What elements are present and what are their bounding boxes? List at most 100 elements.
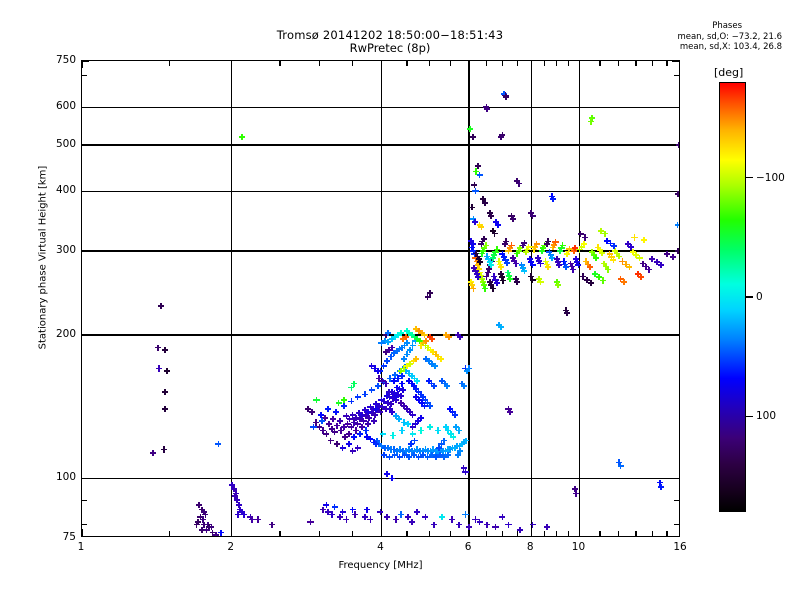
data-point	[532, 244, 538, 250]
data-point	[313, 419, 319, 425]
axis-tick	[279, 531, 281, 536]
data-point	[607, 240, 614, 246]
data-point	[486, 210, 493, 216]
y-tick-label: 75	[62, 531, 76, 543]
axis-tick	[567, 531, 570, 536]
data-point	[579, 273, 586, 279]
axis-tick	[318, 61, 320, 66]
data-point	[374, 437, 380, 444]
data-point	[469, 244, 475, 250]
data-point	[469, 204, 475, 210]
data-point	[456, 443, 462, 449]
data-point	[343, 413, 349, 419]
data-point	[195, 519, 201, 525]
data-point	[472, 255, 478, 261]
data-point	[411, 452, 417, 458]
data-point	[378, 443, 384, 449]
data-point	[233, 490, 239, 496]
data-point	[352, 511, 358, 517]
data-point	[391, 378, 397, 384]
data-point	[373, 405, 379, 412]
data-point	[198, 506, 205, 513]
data-point	[161, 446, 167, 452]
data-point	[491, 230, 497, 237]
axis-tick	[543, 61, 545, 66]
data-point	[349, 506, 356, 513]
data-point	[372, 412, 378, 418]
axis-tick	[279, 61, 281, 66]
data-point	[361, 391, 368, 397]
gridline-horizontal	[82, 144, 679, 146]
data-point	[544, 261, 550, 267]
data-point	[399, 427, 405, 433]
data-point	[443, 424, 449, 430]
axis-tick	[674, 499, 679, 501]
data-point	[389, 408, 395, 415]
data-point	[490, 228, 496, 234]
axis-tick	[231, 529, 233, 536]
data-point	[457, 448, 463, 454]
data-point	[445, 452, 451, 458]
data-point	[390, 432, 396, 438]
data-point	[404, 328, 410, 334]
colorbar-tick-label: −100	[756, 171, 785, 184]
data-point	[582, 234, 588, 240]
data-point	[406, 446, 412, 452]
data-point	[404, 363, 410, 369]
data-point	[584, 276, 590, 283]
axis-tick	[556, 531, 558, 536]
data-point	[269, 521, 275, 528]
y-tick-label: 500	[55, 137, 76, 150]
y-tick-label: 100	[55, 471, 76, 484]
data-point	[381, 398, 387, 404]
data-point	[472, 188, 478, 194]
axis-tick	[468, 529, 470, 536]
data-point	[462, 469, 468, 475]
data-point	[323, 502, 329, 508]
data-point	[363, 413, 369, 419]
data-point	[549, 255, 555, 261]
data-point	[409, 412, 416, 418]
data-point	[435, 353, 441, 360]
data-point	[535, 255, 541, 261]
axis-tick	[501, 61, 504, 66]
data-point	[430, 446, 436, 452]
data-point	[439, 378, 445, 384]
axis-tick	[168, 531, 171, 536]
data-point	[545, 238, 551, 244]
y-tick-label: 400	[55, 184, 76, 197]
data-point	[400, 387, 406, 393]
data-point	[442, 448, 448, 454]
data-point	[395, 332, 401, 338]
data-point	[437, 446, 444, 452]
data-point	[407, 408, 413, 415]
data-point	[552, 239, 558, 245]
y-tick-label: 600	[55, 100, 76, 113]
data-point	[325, 509, 331, 515]
axis-tick	[666, 61, 668, 66]
data-point	[469, 134, 476, 140]
data-point	[392, 334, 398, 340]
data-point	[351, 380, 357, 387]
data-point	[367, 436, 373, 442]
axis-tick	[618, 531, 620, 536]
data-point	[484, 521, 490, 528]
data-point	[386, 388, 392, 395]
data-point	[399, 344, 405, 351]
data-point	[437, 356, 444, 362]
axis-tick	[429, 531, 431, 536]
data-point	[527, 256, 533, 262]
data-point	[506, 273, 512, 279]
y-tick-label: 750	[55, 54, 76, 66]
data-point	[490, 255, 496, 261]
data-point	[424, 454, 430, 460]
data-point	[255, 516, 261, 522]
data-point	[398, 393, 404, 399]
data-point	[488, 213, 494, 219]
data-point	[425, 344, 431, 351]
data-point	[393, 394, 399, 400]
data-point	[469, 241, 476, 247]
gridline-vertical	[578, 61, 581, 536]
axis-tick	[82, 334, 89, 336]
data-point	[391, 350, 397, 356]
